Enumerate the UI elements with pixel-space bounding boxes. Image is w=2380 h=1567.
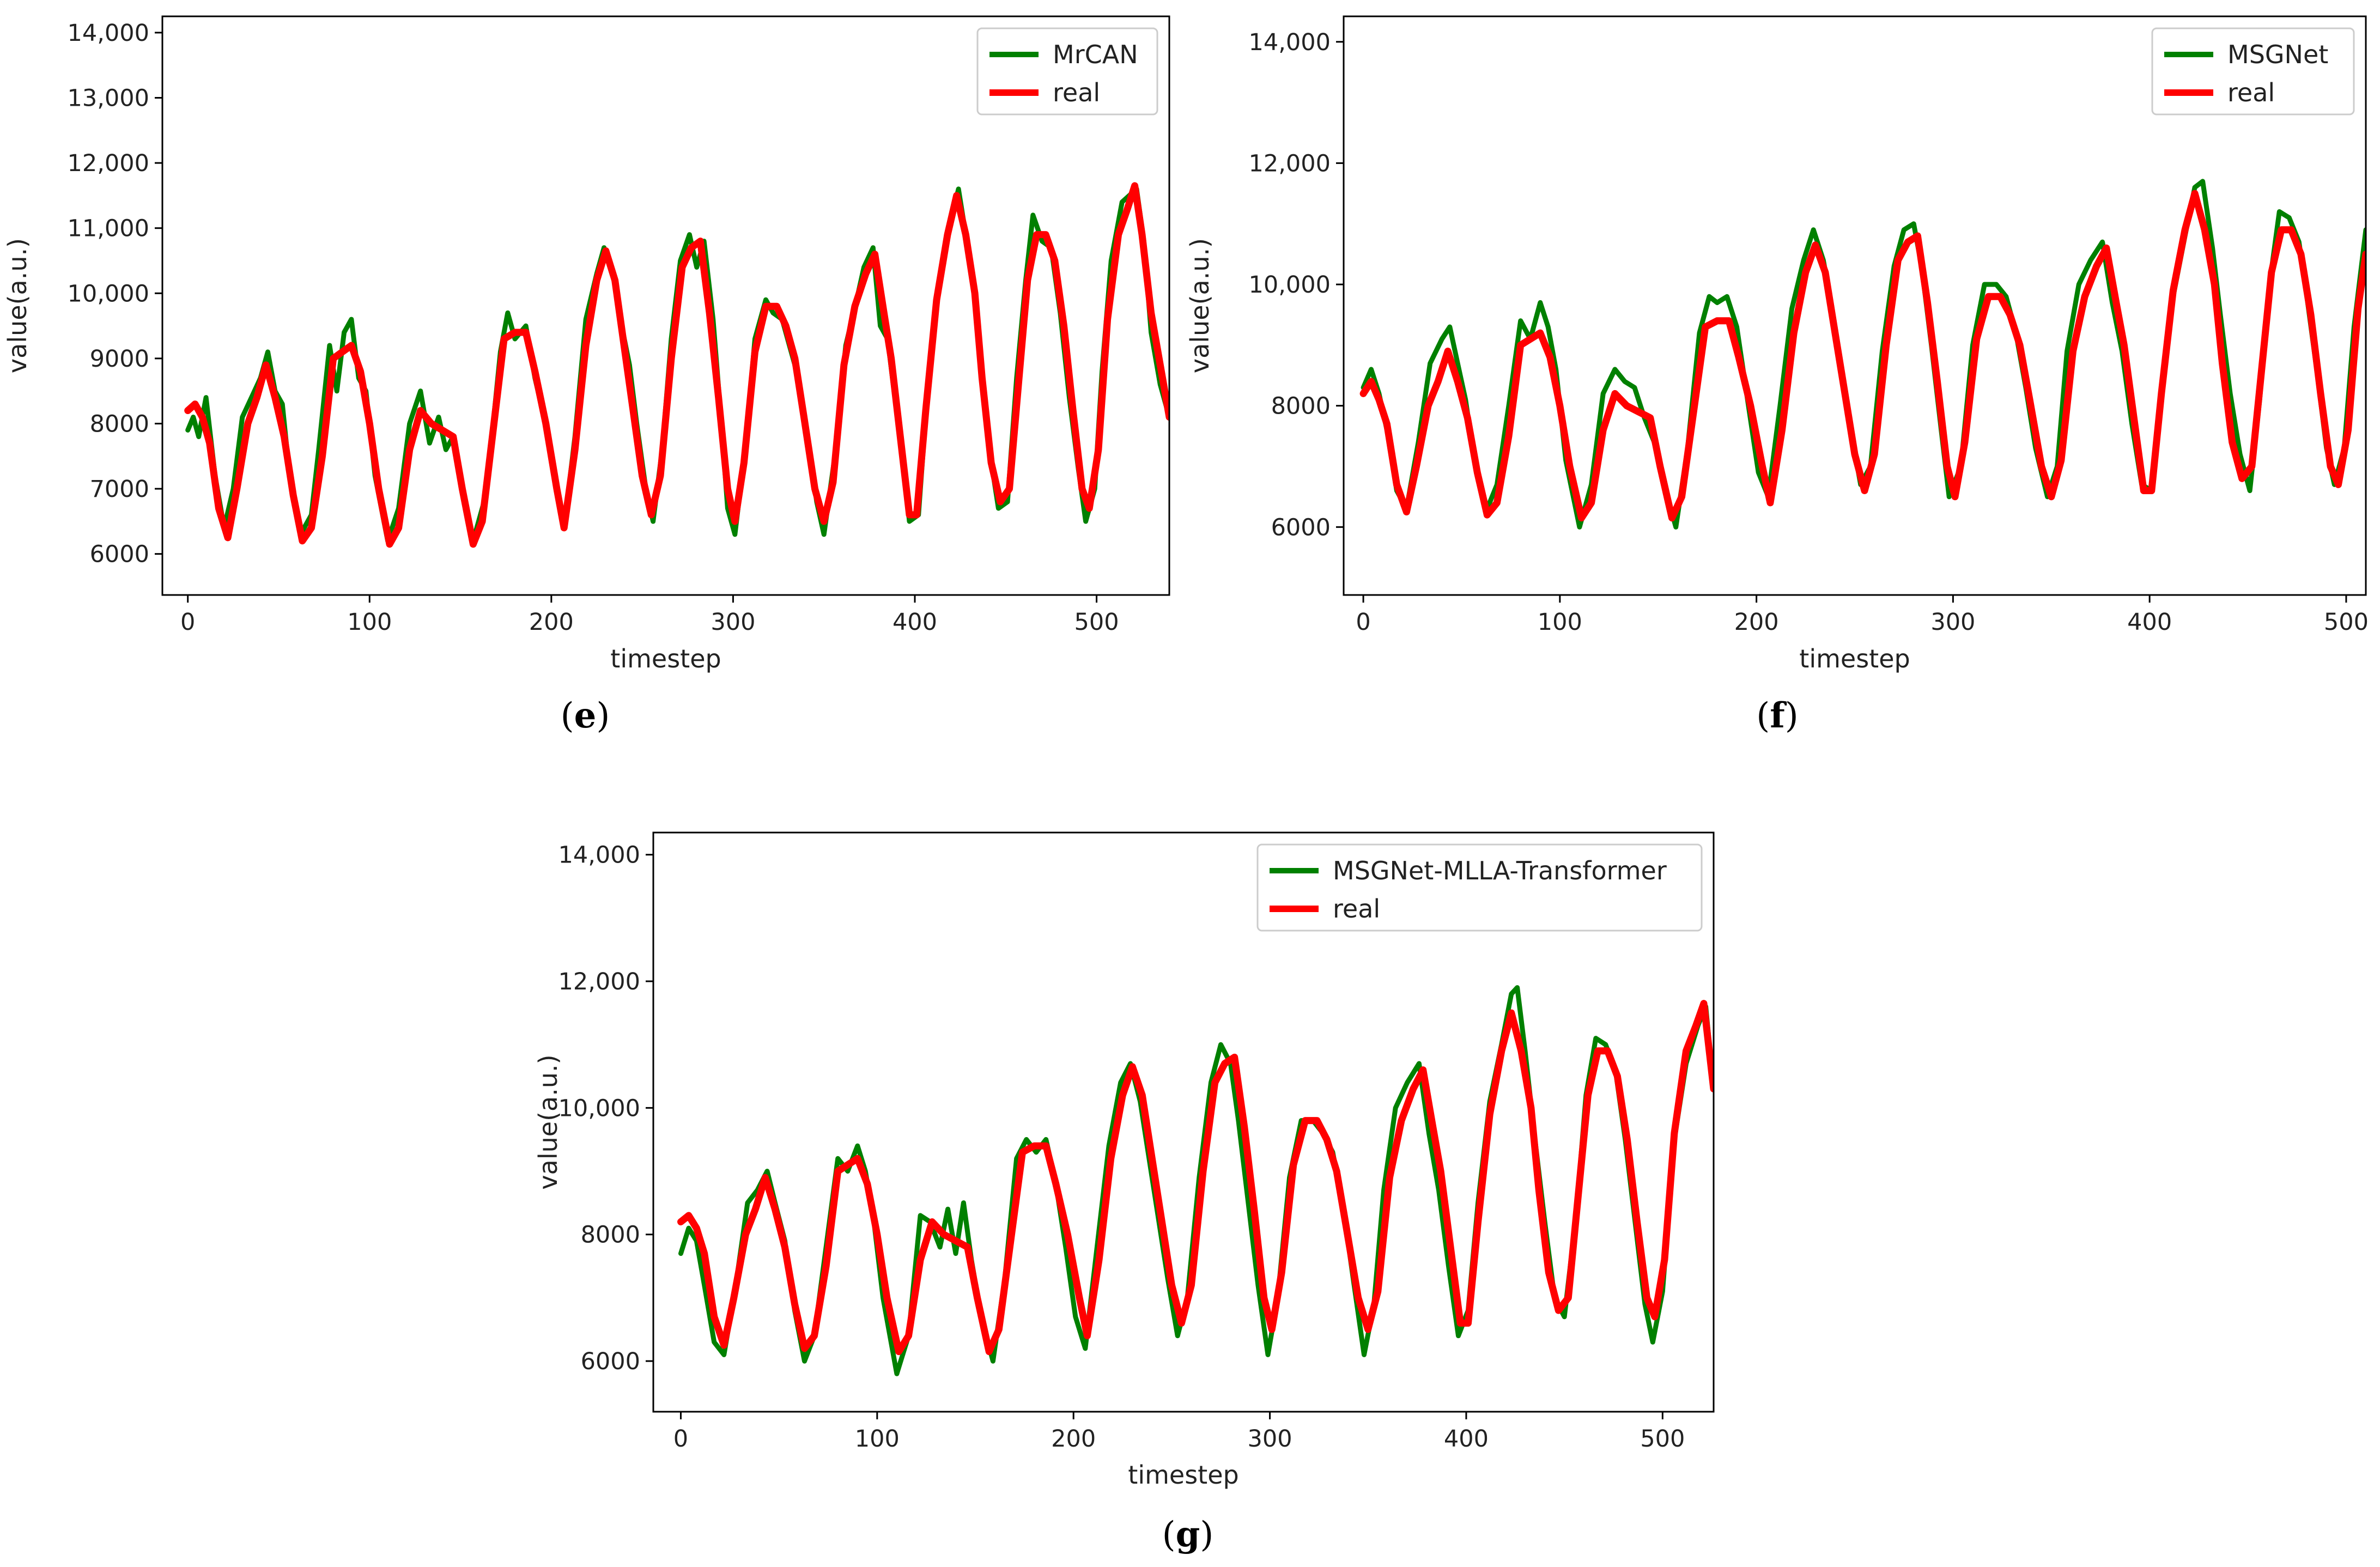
panel-label-close: ): [1785, 696, 1799, 736]
series-group: [677, 985, 1714, 1376]
y-tick-label: 10,000: [1249, 271, 1331, 299]
chart-panel-g: 6000 8000 10,000 12,000 14,000 0 100 200 300 400 5…: [533, 831, 1715, 1555]
plot-frame: [161, 15, 1170, 596]
x-tick-label: 0: [673, 1425, 688, 1453]
y-tick-label: 14,000: [1249, 29, 1331, 56]
plot-frame: [1343, 15, 2367, 596]
series-line-msgnet: [1361, 179, 2366, 530]
legend-label: real: [1333, 894, 1380, 924]
x-tick-label: 400: [1444, 1425, 1489, 1453]
series-line-real: [1359, 190, 2366, 522]
y-tick-label: 13,000: [68, 84, 149, 112]
x-tick-label: 300: [1930, 609, 1975, 636]
panel-label-open: (: [561, 696, 574, 736]
y-tick-label: 14,000: [68, 20, 149, 47]
x-tick-label: 200: [1051, 1425, 1096, 1453]
y-tick-label: 7000: [90, 476, 149, 503]
x-tick-label: 400: [2127, 609, 2172, 636]
legend-label: real: [2227, 78, 2275, 107]
legend-label: MSGNet-MLLA-Transformer: [1333, 856, 1667, 885]
x-tick-label: 0: [1356, 609, 1370, 636]
legend-label: MrCAN: [1053, 40, 1138, 69]
x-tick-label: 500: [2324, 609, 2369, 636]
y-tick-label: 6000: [90, 541, 149, 568]
x-tick-label: 300: [1248, 1425, 1292, 1453]
legend-label: real: [1053, 78, 1100, 107]
x-tick-label: 500: [1640, 1425, 1685, 1453]
y-axis-title: value(a.u.): [533, 1054, 563, 1189]
y-tick-label: 12,000: [1249, 150, 1331, 177]
panel-label-letter: f: [1770, 695, 1787, 736]
legend-box: [1256, 843, 1703, 932]
y-tick-label: 9000: [90, 345, 149, 373]
x-axis-title: timestep: [1128, 1460, 1238, 1490]
panel-label-close: ): [1200, 1515, 1213, 1555]
chart-panel-e: 6000 7000 8000 9000 10,000 11,000 12,000 13,000…: [3, 15, 1170, 736]
legend: MSGNet real: [2151, 27, 2355, 116]
x-tick-label: 100: [1538, 609, 1582, 636]
x-tick-label: 0: [180, 609, 195, 636]
panel-label: (g): [1162, 1514, 1214, 1555]
x-tick-label: 400: [892, 609, 937, 636]
y-tick-label: 8000: [90, 410, 149, 438]
x-tick-label: 100: [347, 609, 392, 636]
panel-label-close: ): [596, 696, 610, 736]
y-tick-label: 8000: [581, 1222, 640, 1249]
x-tick-label: 300: [711, 609, 755, 636]
x-tick-label: 200: [529, 609, 574, 636]
series-line-real: [677, 1000, 1714, 1356]
y-tick-label: 8000: [1271, 393, 1331, 420]
series-line-real: [184, 182, 1169, 548]
x-axis-title: timestep: [610, 644, 721, 673]
y-tick-label: 11,000: [68, 215, 149, 242]
panel-label-open: (: [1162, 1515, 1176, 1555]
x-tick-label: 100: [855, 1425, 900, 1453]
panel-label: (e): [561, 695, 610, 736]
x-tick-label: 200: [1734, 609, 1779, 636]
y-axis-title: value(a.u.): [3, 238, 32, 373]
panel-label-open: (: [1756, 696, 1770, 736]
series-group: [1359, 179, 2366, 530]
legend: MrCAN real: [976, 27, 1158, 116]
y-tick-label: 10,000: [558, 1095, 640, 1122]
plot-frame: [652, 831, 1715, 1413]
legend-label: MSGNet: [2227, 40, 2328, 69]
y-tick-label: 10,000: [68, 280, 149, 307]
panel-label: (f): [1756, 695, 1798, 736]
series-group: [184, 182, 1169, 548]
panel-label-letter: e: [574, 695, 597, 736]
y-tick-label: 14,000: [558, 842, 640, 869]
y-tick-label: 12,000: [68, 150, 149, 177]
legend: MSGNet-MLLA-Transformer real: [1256, 843, 1703, 932]
chart-panel-f: 6000 8000 10,000 12,000 14,000 0 100 200 300 400 5…: [1185, 15, 2369, 736]
panel-label-letter: g: [1176, 1514, 1200, 1555]
x-axis-title: timestep: [1799, 644, 1910, 673]
y-tick-label: 12,000: [558, 968, 640, 995]
y-tick-label: 6000: [1271, 514, 1331, 541]
y-axis-title: value(a.u.): [1185, 238, 1215, 373]
y-tick-label: 6000: [581, 1348, 640, 1375]
x-tick-label: 500: [1074, 609, 1119, 636]
